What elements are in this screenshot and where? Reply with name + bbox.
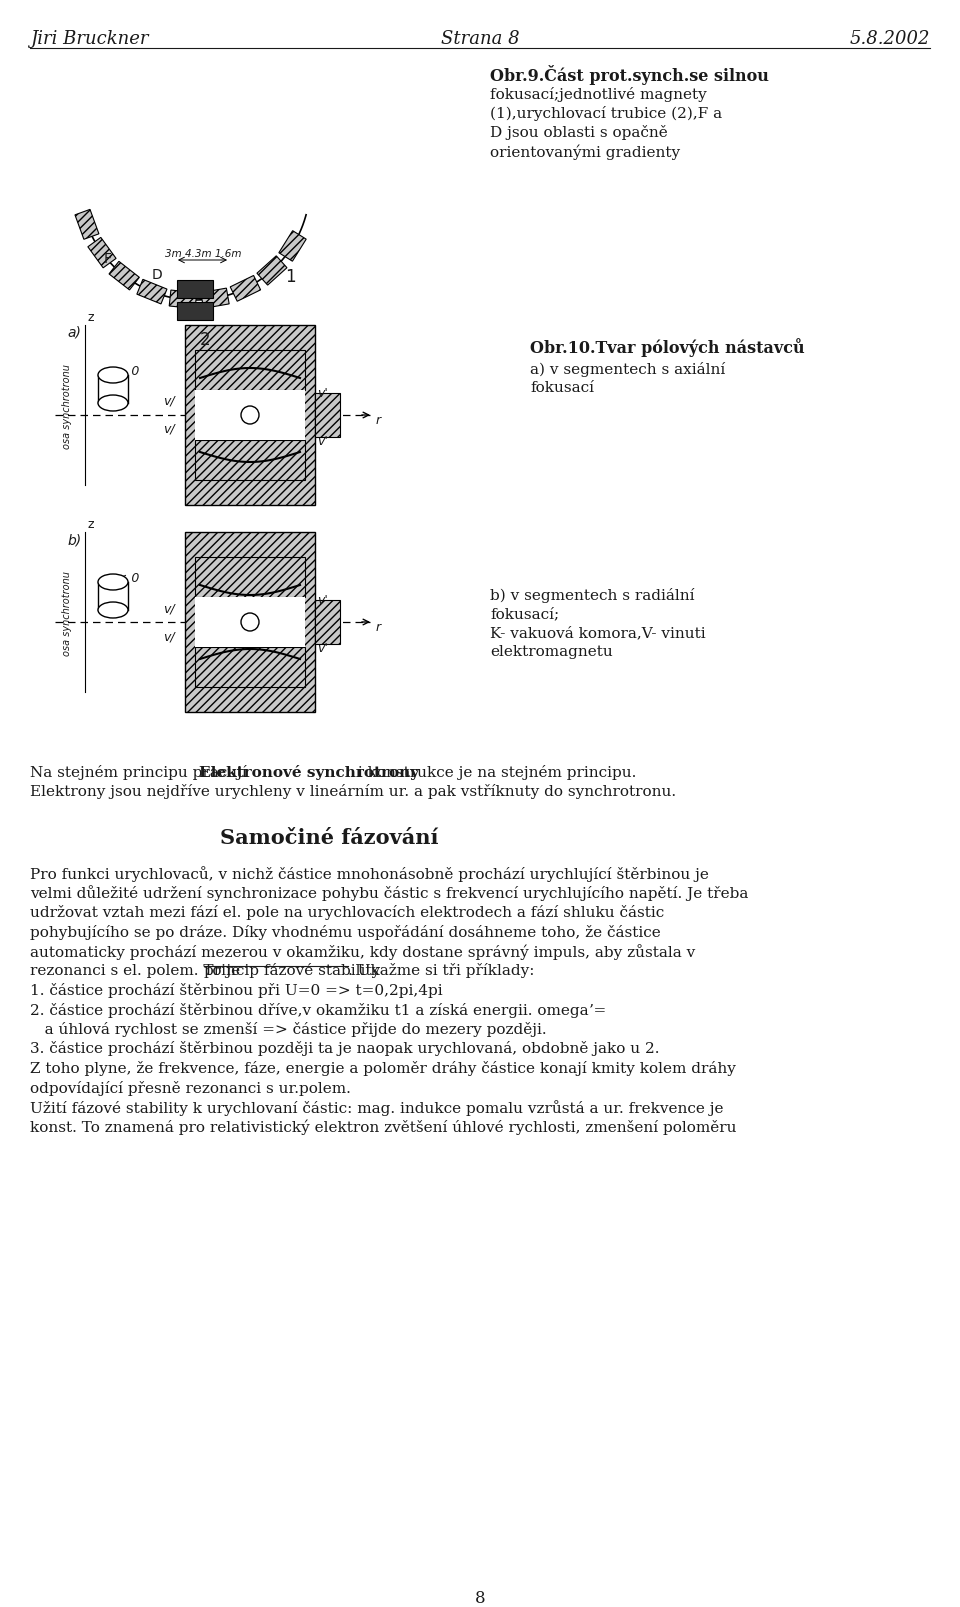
Text: 1: 1 (285, 268, 296, 286)
Polygon shape (201, 288, 229, 309)
Text: elektromagnetu: elektromagnetu (490, 644, 612, 659)
Text: z: z (88, 517, 94, 530)
Text: Obr.9.Část prot.synch.se silnou: Obr.9.Část prot.synch.se silnou (490, 64, 769, 85)
Text: i konstrukce je na stejném principu.: i konstrukce je na stejném principu. (353, 765, 636, 779)
Polygon shape (75, 209, 99, 239)
Text: Elektronové synchrotrony: Elektronové synchrotrony (200, 765, 420, 779)
Text: Užití fázové stability k urychlovaní částic: mag. indukce pomalu vzrůstá a ur. f: Užití fázové stability k urychlovaní čás… (30, 1101, 724, 1115)
Text: udržovat vztah mezi fází el. pole na urychlovacích elektrodech a fází shluku čás: udržovat vztah mezi fází el. pole na ury… (30, 905, 664, 919)
Bar (185, 532, 315, 712)
Bar (315, 394, 340, 437)
Text: 3. částice prochází štěrbinou později ta je naopak urychlovaná, obdobně jako u 2: 3. částice prochází štěrbinou později ta… (30, 1041, 660, 1056)
Text: rezonanci s el. polem. To je: rezonanci s el. polem. To je (30, 964, 245, 977)
Text: 3m 4.3m 1.6m: 3m 4.3m 1.6m (165, 249, 241, 259)
Text: D jsou oblasti s opačně: D jsou oblasti s opačně (490, 125, 668, 140)
Text: F: F (104, 252, 111, 265)
Bar (195, 440, 305, 480)
Text: Strana 8: Strana 8 (441, 31, 519, 48)
Bar (315, 599, 340, 644)
Text: pohybujícího se po dráze. Díky vhodnému uspořádání dosáhneme toho, že částice: pohybujícího se po dráze. Díky vhodnému … (30, 924, 660, 940)
Polygon shape (88, 238, 116, 268)
Ellipse shape (98, 366, 128, 382)
Text: 5.8.2002: 5.8.2002 (850, 31, 930, 48)
Text: odpovídající přesně rezonanci s ur.polem.: odpovídající přesně rezonanci s ur.polem… (30, 1080, 350, 1096)
Text: Na stejném principu pracují: Na stejném principu pracují (30, 765, 252, 779)
Text: b): b) (67, 534, 82, 546)
Text: Pro funkci urychlovaců, v nichž částice mnohonásobně prochází urychlující štěrbi: Pro funkci urychlovaců, v nichž částice … (30, 866, 708, 882)
Text: osa synchrotronu: osa synchrotronu (62, 365, 72, 450)
Polygon shape (257, 256, 287, 284)
Text: D: D (152, 268, 162, 283)
Text: n < 0: n < 0 (105, 572, 139, 585)
Polygon shape (278, 231, 306, 262)
Text: konst. To znamená pro relativistický elektron zvětšení úhlové rychlosti, zmenšen: konst. To znamená pro relativistický ele… (30, 1120, 736, 1135)
Text: fokusací: fokusací (530, 381, 594, 395)
Text: z: z (88, 312, 94, 325)
Text: r: r (376, 620, 381, 635)
Bar (195, 596, 305, 648)
Text: 1. částice prochází štěrbinou při U=0 => t=0,2pi,4pi: 1. částice prochází štěrbinou při U=0 =>… (30, 983, 443, 998)
Ellipse shape (98, 603, 128, 619)
Polygon shape (230, 275, 260, 301)
Bar (195, 350, 305, 391)
Text: a úhlová rychlost se zmenší => částice přijde do mezery později.: a úhlová rychlost se zmenší => částice p… (30, 1022, 546, 1037)
Text: Jiri Bruckner: Jiri Bruckner (30, 31, 149, 48)
Text: r: r (376, 415, 381, 427)
Polygon shape (137, 280, 167, 304)
Text: velmi důležité udržení synchronizace pohybu částic s frekvencí urychlujícího nap: velmi důležité udržení synchronizace poh… (30, 885, 749, 902)
Text: (1),urychlovací trubice (2),F a: (1),urychlovací trubice (2),F a (490, 106, 722, 121)
Text: b) v segmentech s radiální: b) v segmentech s radiální (490, 588, 694, 603)
Ellipse shape (98, 395, 128, 411)
Bar (195, 558, 305, 596)
Text: Obr.10.Tvar pólových nástavců: Obr.10.Tvar pólových nástavců (530, 337, 804, 357)
Text: . Ukažme si tři příklady:: . Ukažme si tři příklady: (348, 964, 535, 979)
Text: Samočiné fázování: Samočiné fázování (220, 828, 439, 848)
Ellipse shape (98, 574, 128, 590)
Text: K- vakuová komora,V- vinuti: K- vakuová komora,V- vinuti (490, 627, 706, 640)
Polygon shape (169, 289, 197, 309)
Text: v': v' (317, 435, 327, 448)
Text: v/: v/ (163, 395, 175, 408)
Text: 2. částice prochází štěrbinou dříve,v okamžiku t1 a získá energii. omegaʼ=: 2. částice prochází štěrbinou dříve,v ok… (30, 1003, 607, 1017)
Text: princip fázové stability: princip fázové stability (204, 964, 380, 979)
Text: v/: v/ (163, 603, 175, 615)
Bar (195, 648, 305, 688)
Text: n > 0: n > 0 (105, 365, 139, 378)
Text: a) v segmentech s axiální: a) v segmentech s axiální (530, 362, 725, 378)
Bar (177, 280, 213, 297)
Text: osa synchrotronu: osa synchrotronu (62, 572, 72, 656)
Circle shape (241, 407, 259, 424)
Text: v': v' (317, 387, 327, 400)
Polygon shape (109, 262, 139, 289)
Text: orientovanými gradienty: orientovanými gradienty (490, 145, 680, 159)
Text: fokusací;: fokusací; (490, 607, 559, 620)
Bar (177, 302, 213, 320)
Text: fokusací;jednotlivé magnety: fokusací;jednotlivé magnety (490, 87, 707, 101)
Text: automaticky prochází mezerou v okamžiku, kdy dostane správný impuls, aby zůstala: automaticky prochází mezerou v okamžiku,… (30, 943, 695, 959)
Text: v/: v/ (163, 630, 175, 643)
Text: 2: 2 (200, 331, 210, 349)
Text: v': v' (317, 595, 327, 607)
Text: Z toho plyne, že frekvence, fáze, energie a poloměr dráhy částice konají kmity k: Z toho plyne, že frekvence, fáze, energi… (30, 1061, 736, 1077)
Text: v': v' (317, 643, 327, 656)
Text: a): a) (67, 326, 81, 341)
Text: v/: v/ (163, 423, 175, 435)
Circle shape (241, 612, 259, 632)
Bar (195, 391, 305, 440)
Bar (185, 325, 315, 505)
Text: 8: 8 (474, 1589, 486, 1607)
Text: Elektrony jsou nejdříve urychleny v lineárním ur. a pak vstříknuty do synchrotro: Elektrony jsou nejdříve urychleny v line… (30, 784, 676, 799)
